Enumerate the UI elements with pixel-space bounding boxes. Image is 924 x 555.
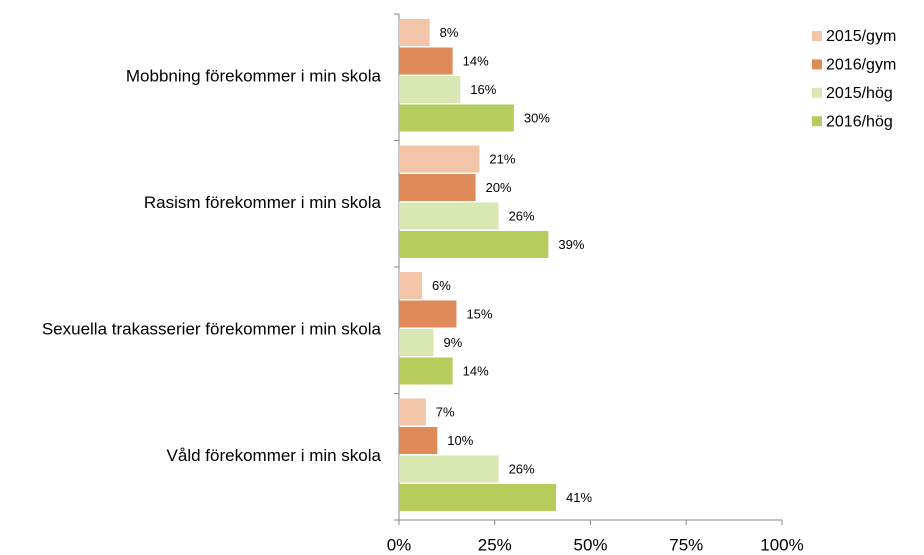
x-tick-label: 0% (387, 535, 412, 554)
value-label: 14% (463, 363, 489, 378)
bar (399, 357, 453, 385)
bar (399, 145, 480, 173)
value-label: 7% (436, 404, 455, 419)
bar (399, 19, 430, 46)
legend-label: 2016/hög (826, 113, 893, 130)
value-label: 9% (443, 335, 462, 350)
bar (399, 272, 422, 299)
legend-swatch (812, 31, 822, 41)
value-label: 30% (524, 110, 550, 125)
value-label: 8% (440, 25, 459, 40)
bar (399, 484, 557, 511)
legend-label: 2015/hög (826, 85, 893, 102)
value-label: 10% (447, 433, 473, 448)
value-label: 15% (466, 306, 492, 321)
bar (399, 76, 461, 103)
value-label: 39% (558, 237, 584, 252)
bar (399, 455, 499, 483)
bar (399, 329, 434, 356)
bar (399, 202, 499, 230)
value-label: 26% (509, 208, 535, 223)
value-label: 20% (486, 180, 512, 195)
category-label: Rasism förekommer i min skola (144, 193, 382, 212)
bar (399, 231, 549, 258)
bar (399, 47, 453, 75)
value-label: 41% (566, 490, 592, 505)
x-tick-label: 50% (573, 535, 607, 554)
bar (399, 398, 426, 426)
bar (399, 174, 476, 201)
x-tick-label: 25% (478, 535, 512, 554)
x-tick-label: 75% (669, 535, 703, 554)
value-label: 26% (509, 461, 535, 476)
category-label: Våld förekommer i min skola (167, 446, 382, 465)
value-label: 6% (432, 278, 451, 293)
legend-swatch (812, 116, 822, 127)
x-tick-label: 100% (760, 535, 803, 554)
bar (399, 427, 438, 454)
category-label: Mobbning förekommer i min skola (126, 67, 382, 86)
legend-label: 2016/gym (826, 57, 896, 74)
legend-label: 2015/gym (826, 28, 896, 45)
legend-swatch (812, 87, 822, 98)
legend-swatch (812, 59, 822, 70)
value-label: 14% (463, 53, 489, 68)
category-label: Sexuella trakasserier förekommer i min s… (42, 320, 382, 339)
bar (399, 104, 514, 132)
value-label: 21% (489, 151, 515, 166)
bar (399, 300, 457, 328)
value-label: 16% (470, 82, 496, 97)
